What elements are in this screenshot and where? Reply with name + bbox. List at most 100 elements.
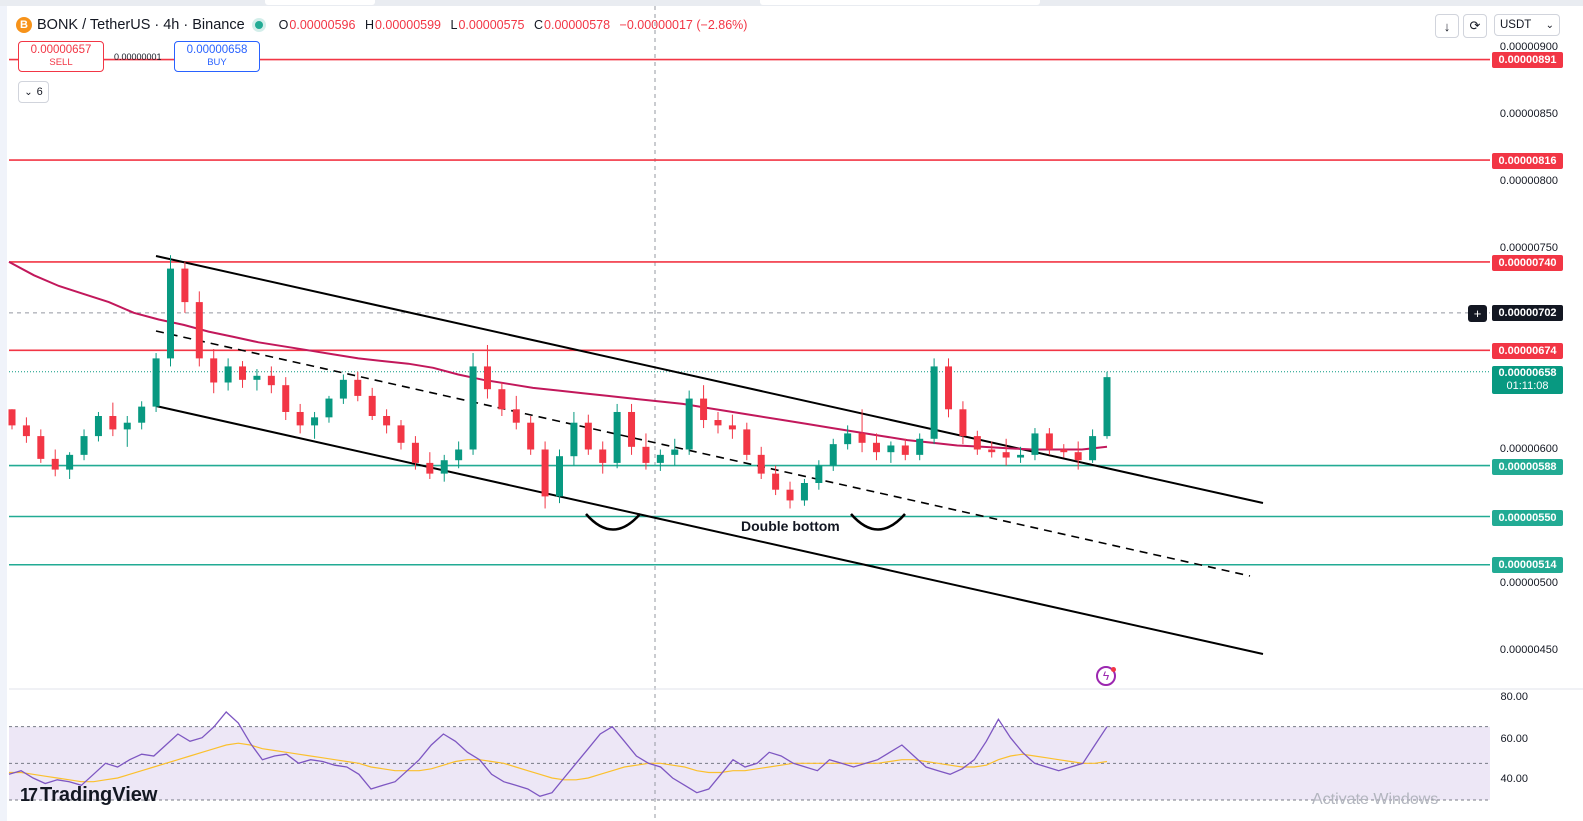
- buy-label: BUY: [207, 57, 227, 68]
- candle-body: [671, 449, 679, 455]
- rsi-ma-line: [9, 742, 1108, 783]
- top-tab[interactable]: [760, 0, 1040, 5]
- candle-body: [1002, 452, 1010, 458]
- candle-body: [1045, 433, 1053, 450]
- candle-body: [901, 445, 909, 455]
- chevron-down-icon: ⌄: [1545, 19, 1554, 31]
- candle-body: [743, 429, 751, 455]
- moving-average-line: [8, 261, 1108, 451]
- top-tab[interactable]: [265, 0, 375, 5]
- sell-label: SELL: [49, 57, 73, 68]
- double-bottom-arc-left: [585, 513, 641, 531]
- moving-average-layer: [8, 261, 1108, 451]
- candle-body: [829, 444, 837, 466]
- channel-lines-layer: [155, 255, 1264, 655]
- low-value: 0.00000575: [458, 18, 525, 32]
- candles-layer: [8, 255, 1111, 509]
- price-axis-tick: 0.00000500: [1499, 577, 1558, 589]
- rsi-layer: [8, 711, 1490, 801]
- price-axis-tick: 0.00000600: [1499, 443, 1558, 455]
- level-tag-resistance: 0.00000816: [1492, 153, 1563, 169]
- currency-value: USDT: [1500, 19, 1532, 31]
- indicator-count: 6: [36, 86, 43, 98]
- spread-value: 0.00000001: [114, 52, 162, 62]
- candle-body: [800, 483, 808, 501]
- candle-body: [988, 449, 996, 453]
- last-price-tag: 0.00000658 01:11:08: [1492, 366, 1563, 394]
- price-axis-tick: 0.00000800: [1499, 175, 1558, 187]
- double-bottom-label: Double bottom: [741, 518, 840, 534]
- candle-body: [1031, 433, 1039, 455]
- candle-body: [239, 366, 247, 380]
- download-icon: ↓: [1443, 18, 1451, 34]
- candle-body: [887, 445, 895, 453]
- replay-button[interactable]: ⟳: [1463, 14, 1487, 38]
- level-tag-support: 0.00000588: [1492, 459, 1563, 475]
- candle-body: [498, 389, 506, 410]
- symbol-header: B BONK / TetherUS · 4h · Binance O0.0000…: [16, 14, 747, 36]
- candle-body: [599, 449, 607, 463]
- candle-body: [210, 358, 218, 383]
- high-label: H: [364, 18, 374, 32]
- candle-body: [411, 442, 419, 463]
- rsi-axis-tick: 60.00: [1500, 733, 1528, 745]
- candle-body: [844, 433, 852, 445]
- indicators-toggle-button[interactable]: ⌄ 6: [18, 81, 49, 103]
- candle-body: [1103, 377, 1111, 437]
- lightning-icon[interactable]: ϟ: [1096, 666, 1116, 686]
- candle-body: [455, 449, 463, 461]
- candle-body: [872, 442, 880, 453]
- candle-body: [512, 409, 520, 423]
- price-axis-tick: 0.00000900: [1499, 41, 1558, 53]
- candle-body: [325, 398, 333, 418]
- candle-body: [368, 395, 376, 416]
- sell-button[interactable]: 0.00000657 SELL: [18, 41, 104, 72]
- price-axis-tick: 0.00000750: [1499, 242, 1558, 254]
- candle-body: [383, 416, 391, 426]
- annotation-shapes-layer: [585, 513, 906, 531]
- chevron-down-icon: ⌄: [24, 86, 33, 98]
- candle-body: [123, 422, 131, 430]
- symbol-title[interactable]: BONK / TetherUS · 4h · Binance: [37, 17, 245, 33]
- channel-lower-line: [155, 405, 1264, 655]
- buy-button[interactable]: 0.00000658 BUY: [174, 41, 260, 72]
- candle-body: [224, 366, 232, 383]
- close-value: 0.00000578: [544, 18, 611, 32]
- candle-body: [642, 446, 650, 463]
- add-alert-plus-icon[interactable]: +: [1468, 305, 1487, 322]
- browser-top-strip: [0, 0, 1583, 6]
- candle-body: [728, 425, 736, 430]
- candle-body: [685, 398, 693, 450]
- candle-body: [483, 366, 491, 390]
- candle-body: [166, 268, 174, 359]
- bonk-coin-icon: B: [16, 17, 32, 33]
- open-value: 0.00000596: [289, 18, 356, 32]
- download-button[interactable]: ↓: [1435, 14, 1459, 38]
- tradingview-name: TradingView: [40, 784, 158, 806]
- candle-body: [296, 411, 304, 426]
- low-label: L: [450, 18, 458, 32]
- candle-body: [1060, 449, 1068, 453]
- currency-select[interactable]: USDT ⌄: [1494, 14, 1560, 36]
- candle-body: [253, 375, 261, 380]
- rsi-axis-tick: 80.00: [1500, 691, 1528, 703]
- candle-body: [22, 425, 30, 437]
- rsi-axis-tick: 40.00: [1500, 773, 1528, 785]
- candle-body: [527, 422, 535, 450]
- candle-body: [584, 422, 592, 450]
- candle-body: [570, 422, 578, 457]
- candle-body: [397, 425, 405, 443]
- change-value: −0.00000017 (−2.86%): [619, 18, 748, 32]
- candle-body: [94, 416, 102, 437]
- market-open-status-icon: [254, 21, 263, 29]
- candle-body: [858, 433, 866, 443]
- ohlc-values: O0.00000596 H0.00000599 L0.00000575 C0.0…: [273, 18, 748, 32]
- candle-body: [714, 420, 722, 426]
- candle-body: [354, 379, 362, 396]
- candle-body: [656, 454, 664, 463]
- tradingview-watermark: 17 TradingView: [20, 784, 157, 807]
- candle-body: [282, 385, 290, 412]
- candle-body: [267, 375, 275, 386]
- level-lines-layer: [9, 58, 1490, 566]
